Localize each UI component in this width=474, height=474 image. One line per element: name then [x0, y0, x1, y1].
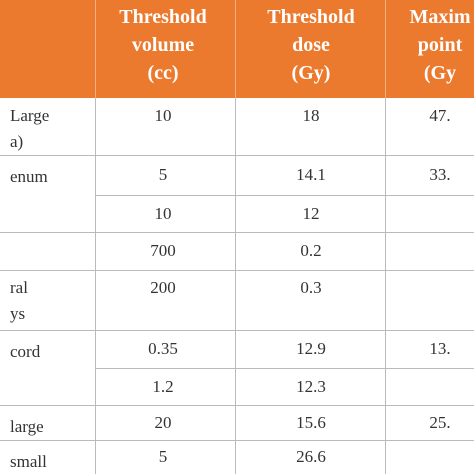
row-divider: [0, 440, 474, 441]
max-text: 33.: [429, 165, 451, 184]
volume-text: 700: [150, 241, 176, 260]
column-divider: [95, 98, 96, 474]
dose-text: 15.6: [296, 412, 326, 432]
dose-text: 26.6: [296, 447, 326, 466]
header-text: Threshold: [267, 6, 355, 28]
column-divider: [235, 98, 236, 474]
dose-text: 14.1: [296, 165, 326, 184]
max-text: 13.: [429, 339, 451, 358]
organ-text: a): [10, 132, 24, 151]
volume-text: 0.35: [148, 339, 178, 358]
max-text: 25.: [429, 412, 451, 432]
max-text: 47.: [429, 106, 451, 125]
volume-text: 10: [154, 203, 172, 223]
dose-text: 0.3: [300, 278, 322, 297]
volume-text: 10: [154, 106, 172, 125]
organ-text: Large: [10, 106, 50, 125]
dose-text: 0.2: [300, 241, 322, 260]
header-text: (cc): [147, 62, 179, 84]
organ-text: ral: [10, 278, 28, 297]
header-divider: [95, 0, 96, 98]
row-divider: [0, 232, 474, 233]
volume-text: 5: [158, 165, 168, 184]
volume-text: 1.2: [152, 376, 174, 396]
organ-text: small: [10, 452, 47, 471]
organ-text: enum: [10, 167, 48, 186]
header-text: dose: [292, 34, 330, 56]
header-divider: [235, 0, 236, 98]
header-text: (Gy): [291, 62, 331, 84]
organ-text: large: [10, 417, 44, 436]
row-divider: [0, 405, 474, 406]
dose-text: 12: [302, 203, 320, 223]
header-text: Maxim: [409, 6, 471, 28]
volume-text: 20: [154, 412, 172, 432]
volume-text: 5: [158, 447, 168, 466]
header-text: Threshold: [119, 6, 207, 28]
dose-text: 12.3: [296, 376, 326, 396]
header-text: point: [417, 34, 463, 56]
volume-text: 200: [150, 278, 176, 297]
dose-text: 12.9: [296, 339, 326, 358]
organ-text: cord: [10, 342, 41, 361]
header-text: (Gy: [423, 62, 457, 84]
header-row: [0, 0, 474, 98]
header-divider: [385, 0, 386, 98]
row-divider: [0, 330, 474, 331]
row-divider: [95, 195, 474, 196]
row-divider: [0, 155, 474, 156]
row-divider: [0, 270, 474, 271]
row-divider: [95, 368, 474, 369]
organ-text: ys: [10, 304, 26, 323]
header-text: volume: [131, 34, 195, 56]
dose-text: 18: [302, 106, 320, 125]
column-divider: [385, 98, 386, 474]
